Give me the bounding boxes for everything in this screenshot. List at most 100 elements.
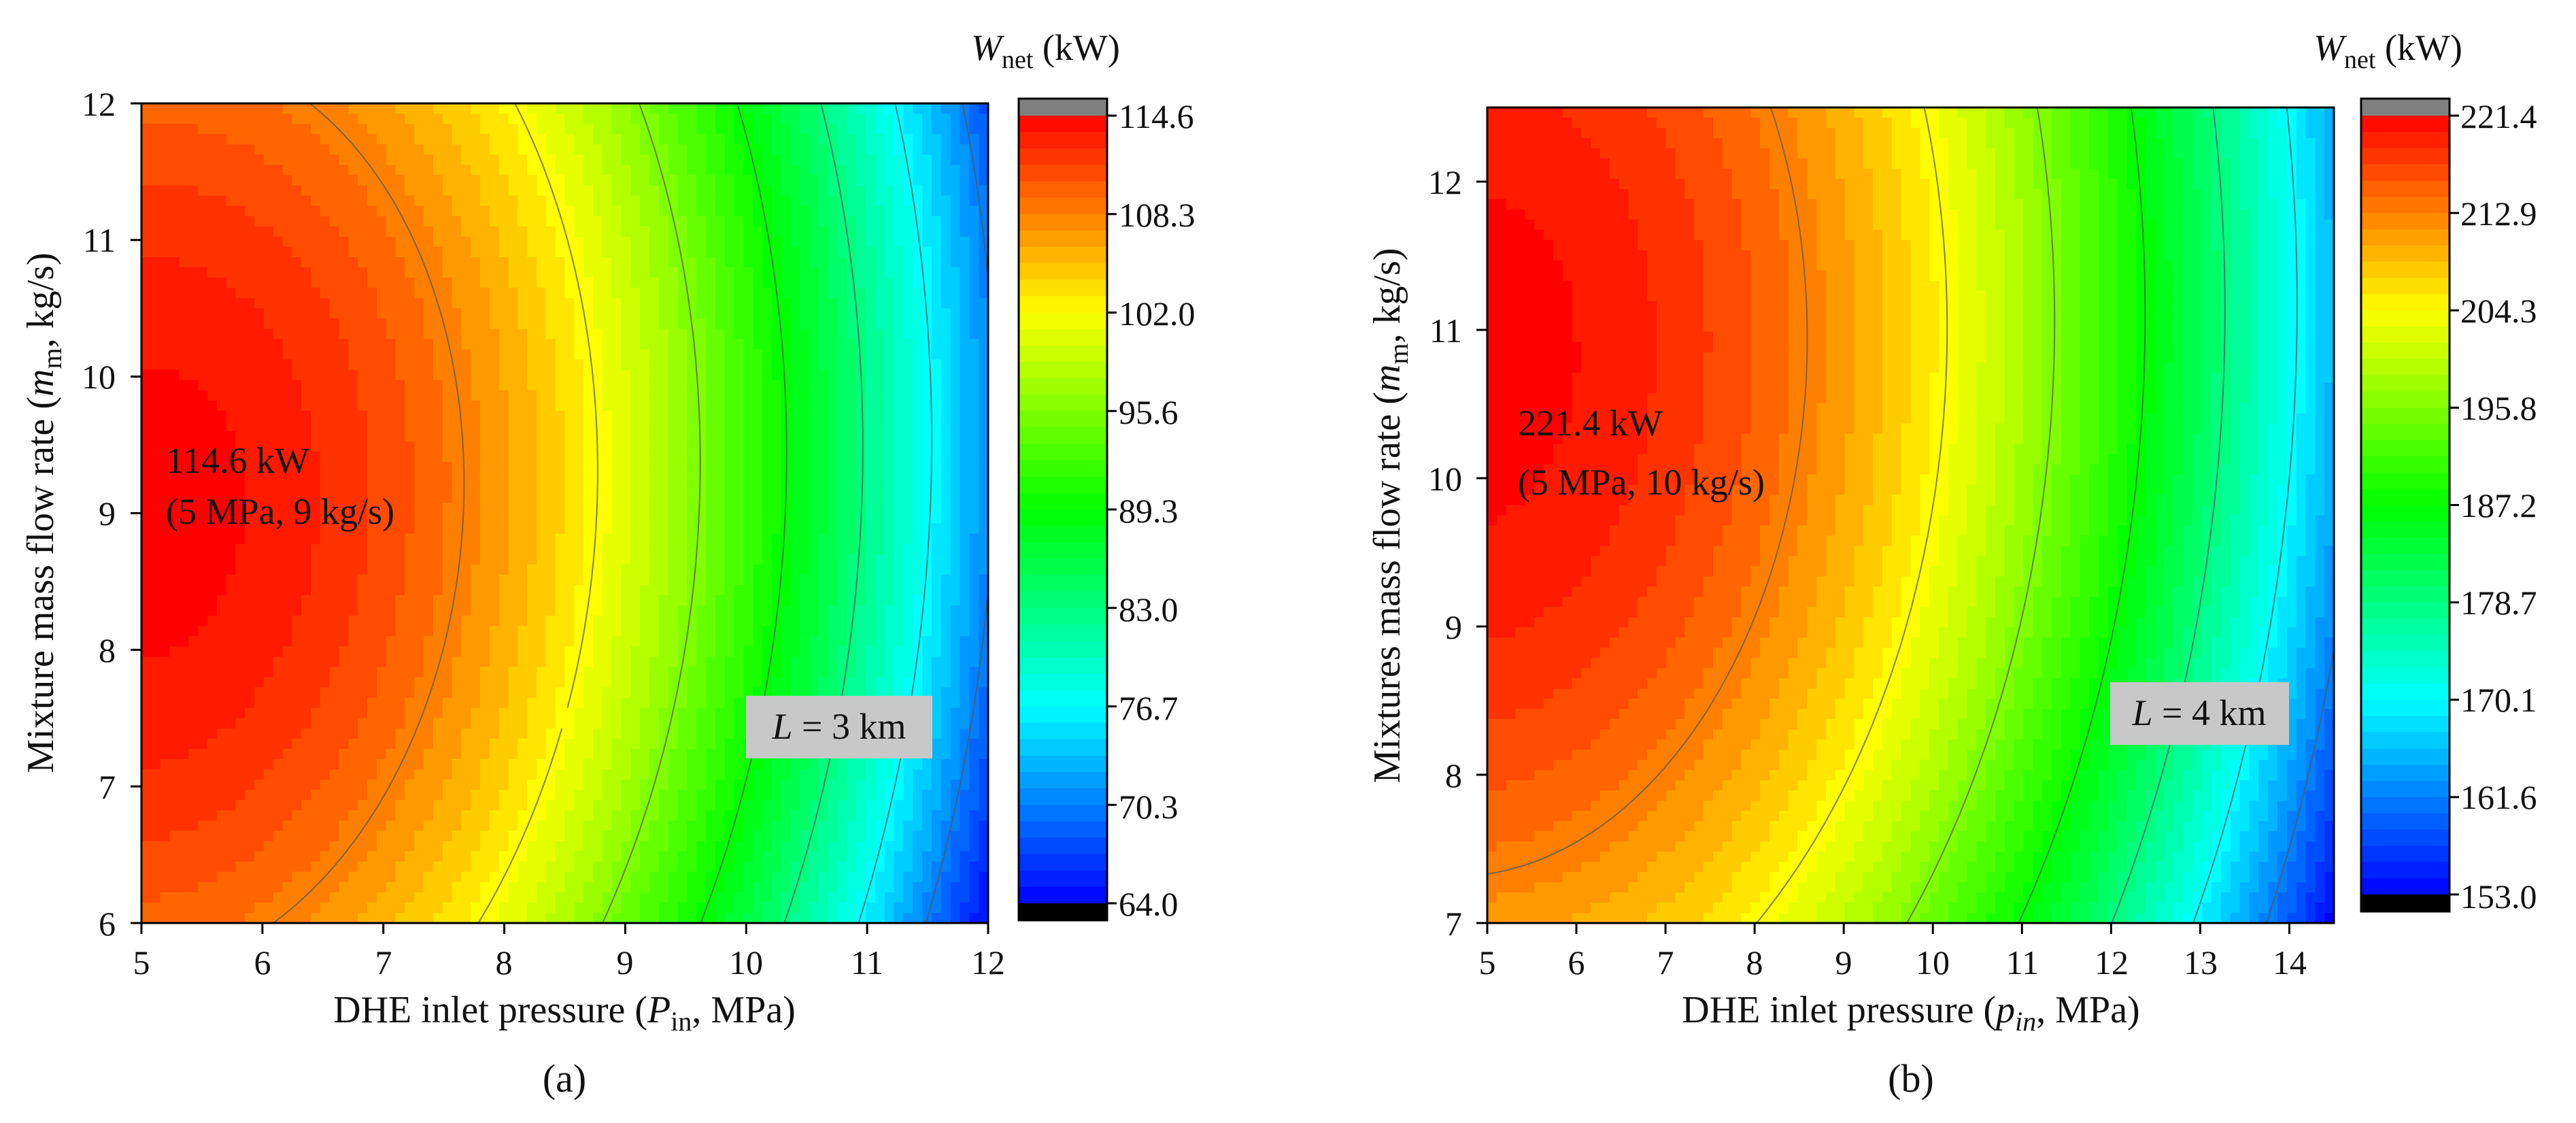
heatmap-cell [979, 554, 989, 565]
heatmap-cell [188, 616, 199, 626]
heatmap-cell [141, 431, 152, 442]
heatmap-cell [452, 523, 462, 535]
heatmap-cell [414, 216, 424, 227]
heatmap-cell [602, 369, 613, 381]
heatmap-cell [376, 482, 387, 493]
heatmap-cell [489, 482, 500, 493]
heatmap-cell [640, 369, 650, 381]
heatmap-cell [160, 144, 171, 155]
heatmap-cell [198, 103, 208, 114]
heatmap-cell [658, 114, 669, 124]
heatmap-cell [574, 543, 584, 555]
heatmap-cell [198, 195, 208, 207]
heatmap-cell [630, 114, 641, 124]
heatmap-cell [537, 349, 547, 361]
heatmap-cell [282, 410, 292, 422]
heatmap-cell [498, 452, 509, 463]
heatmap-cell [141, 134, 152, 145]
heatmap-cell [640, 359, 650, 371]
heatmap-cell [555, 410, 566, 422]
heatmap-cell [452, 513, 462, 524]
heatmap-cell [348, 349, 358, 361]
heatmap-cell [743, 359, 753, 371]
heatmap-cell [800, 656, 810, 668]
heatmap-cell [593, 431, 603, 442]
heatmap-cell [498, 616, 509, 626]
heatmap-cell [574, 513, 584, 524]
heatmap-cell [254, 503, 265, 514]
heatmap-cell [254, 185, 265, 197]
heatmap-cell [226, 349, 236, 361]
heatmap-cell [762, 216, 773, 227]
heatmap-cell [922, 114, 932, 124]
heatmap-cell [339, 564, 349, 575]
heatmap-cell [508, 626, 518, 637]
heatmap-cell [828, 114, 838, 124]
heatmap-cell [611, 441, 622, 452]
heatmap-cell [367, 420, 377, 432]
heatmap-cell [461, 267, 471, 278]
heatmap-cell [884, 298, 895, 309]
heatmap-cell [518, 308, 528, 319]
heatmap-cell [273, 503, 284, 514]
heatmap-cell [301, 236, 311, 248]
heatmap-cell [263, 278, 274, 288]
heatmap-cell [611, 452, 622, 463]
heatmap-cell [828, 103, 838, 114]
heatmap-cell [216, 278, 227, 288]
heatmap-cell [386, 103, 396, 114]
heatmap-cell [141, 154, 152, 165]
heatmap-cell [621, 339, 631, 350]
heatmap-cell [706, 554, 716, 565]
heatmap-cell [198, 124, 208, 135]
heatmap-cell [734, 165, 744, 176]
heatmap-cell [358, 492, 368, 504]
heatmap-cell [668, 195, 679, 207]
heatmap-cell [320, 144, 331, 155]
heatmap-cell [922, 472, 932, 483]
heatmap-cell [367, 154, 377, 165]
heatmap-cell [518, 441, 528, 452]
heatmap-cell [621, 420, 631, 432]
heatmap-cell [875, 288, 885, 299]
heatmap-cell [706, 288, 716, 299]
heatmap-cell [320, 124, 331, 135]
heatmap-cell [960, 256, 970, 268]
heatmap-cell [771, 513, 782, 524]
heatmap-cell [311, 144, 321, 155]
heatmap-cell [753, 144, 763, 155]
heatmap-cell [724, 256, 735, 268]
heatmap-cell [837, 154, 848, 165]
heatmap-cell [753, 554, 763, 565]
heatmap-cell [621, 616, 631, 626]
heatmap-cell [715, 308, 726, 319]
heatmap-cell [339, 144, 349, 155]
heatmap-cell [809, 646, 819, 657]
heatmap-cell [235, 523, 245, 535]
heatmap-cell [687, 124, 697, 135]
heatmap-cell [245, 144, 255, 155]
heatmap-cell [179, 349, 189, 361]
heatmap-cell [903, 400, 913, 412]
heatmap-cell [301, 410, 311, 422]
heatmap-cell [809, 318, 819, 329]
heatmap-cell [658, 452, 669, 463]
heatmap-cell [424, 513, 434, 524]
heatmap-cell [179, 278, 189, 288]
heatmap-cell [254, 543, 265, 555]
heatmap-cell [245, 329, 255, 340]
heatmap-cell [837, 195, 848, 207]
heatmap-cell [696, 329, 707, 340]
heatmap-cell [593, 114, 603, 124]
heatmap-cell [715, 636, 726, 647]
heatmap-cell [198, 523, 208, 535]
heatmap-cell [545, 595, 556, 606]
heatmap-cell [150, 154, 161, 165]
heatmap-cell [875, 144, 885, 155]
heatmap-cell [940, 288, 951, 299]
heatmap-cell [169, 595, 180, 606]
heatmap-cell [979, 369, 989, 381]
heatmap-cell [376, 667, 387, 678]
heatmap-cell [969, 626, 979, 637]
heatmap-cell [292, 318, 302, 329]
